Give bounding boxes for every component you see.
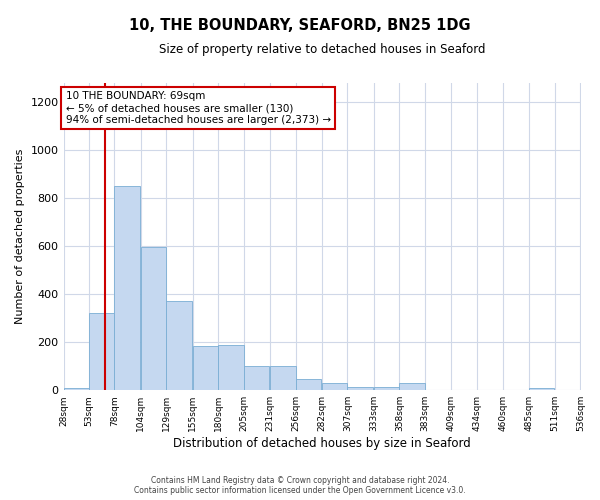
Bar xyxy=(400,383,425,390)
Text: Contains HM Land Registry data © Crown copyright and database right 2024.
Contai: Contains HM Land Registry data © Crown c… xyxy=(134,476,466,495)
Bar xyxy=(374,386,400,390)
Text: 10 THE BOUNDARY: 69sqm
← 5% of detached houses are smaller (130)
94% of semi-det: 10 THE BOUNDARY: 69sqm ← 5% of detached … xyxy=(65,92,331,124)
Bar xyxy=(296,380,321,390)
Text: 10, THE BOUNDARY, SEAFORD, BN25 1DG: 10, THE BOUNDARY, SEAFORD, BN25 1DG xyxy=(129,18,471,32)
Title: Size of property relative to detached houses in Seaford: Size of property relative to detached ho… xyxy=(159,42,485,56)
Bar xyxy=(193,346,218,390)
Bar xyxy=(244,366,269,390)
Bar xyxy=(166,302,192,390)
Bar xyxy=(218,344,244,390)
Bar xyxy=(322,383,347,390)
Bar xyxy=(64,388,89,390)
X-axis label: Distribution of detached houses by size in Seaford: Distribution of detached houses by size … xyxy=(173,437,471,450)
Bar xyxy=(529,388,554,390)
Bar xyxy=(347,386,373,390)
Y-axis label: Number of detached properties: Number of detached properties xyxy=(15,149,25,324)
Bar xyxy=(115,186,140,390)
Bar xyxy=(141,248,166,390)
Bar xyxy=(89,314,115,390)
Bar xyxy=(270,366,296,390)
